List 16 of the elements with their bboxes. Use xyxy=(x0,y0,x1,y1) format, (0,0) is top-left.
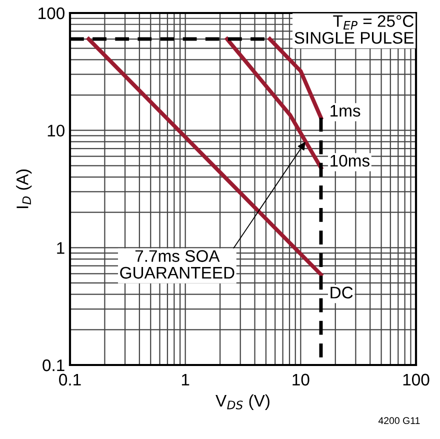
annotation: 7.7ms SOA GUARANTEED xyxy=(120,250,234,279)
x-tick-label: 1 xyxy=(182,374,190,386)
series-label: DC xyxy=(330,286,353,298)
y-tick-label: 10 xyxy=(48,124,64,137)
y-tick-label: 0.1 xyxy=(42,359,64,372)
x-tick-label: 10 xyxy=(292,374,310,386)
y-tick-label: 1 xyxy=(57,242,64,254)
x-axis-title: V$_{DS}$ (V) xyxy=(216,394,270,410)
series-label: 10ms xyxy=(330,154,370,167)
text: 4200 G11 xyxy=(378,417,420,424)
x-tick-label: 100 xyxy=(403,374,430,386)
series-label: 1ms xyxy=(330,105,360,117)
y-tick-label: 100 xyxy=(38,7,64,20)
annotation: T$_{EP}$ = 25°C SINGLE PULSE xyxy=(294,15,414,44)
y-axis-title: I$_{D}$ (A) xyxy=(16,170,32,208)
x-tick-label: 0.1 xyxy=(59,374,81,386)
